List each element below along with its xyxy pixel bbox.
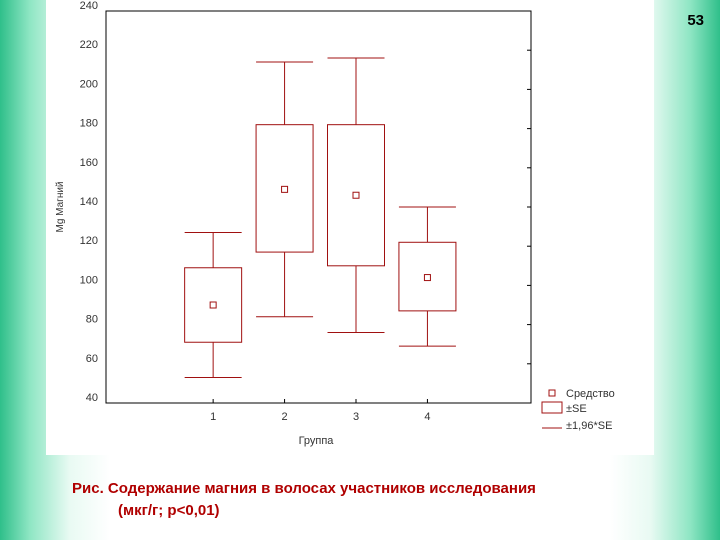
y-tick-label: 200 xyxy=(80,78,98,90)
legend-se-symbol xyxy=(541,401,563,414)
x-axis-label: Группа xyxy=(299,435,335,447)
y-tick-label: 100 xyxy=(80,274,98,286)
boxes-layer xyxy=(184,57,457,379)
x-tick-label: 4 xyxy=(424,411,430,423)
y-tick-label: 220 xyxy=(80,39,98,51)
axes-layer xyxy=(105,10,532,404)
mean-marker xyxy=(352,191,360,199)
mean-marker xyxy=(209,301,217,309)
se-box xyxy=(327,124,385,267)
y-tick-label: 240 xyxy=(80,0,98,12)
legend: Средство ±SE ±1,96*SE xyxy=(541,388,615,432)
mean-marker xyxy=(423,274,431,282)
x-tick-label: 1 xyxy=(210,411,216,423)
chart-panel: 40 60 80 100 120 140 160 180 200 220 240 1 2 3 4 Mg М… xyxy=(46,0,654,455)
y-axis-label: Mg Магний xyxy=(55,181,66,232)
legend-mean-symbol xyxy=(548,389,556,397)
y-tick-label: 160 xyxy=(80,157,98,169)
y-tick-label: 80 xyxy=(86,314,98,326)
x-tick-label: 3 xyxy=(353,411,359,423)
se-box xyxy=(398,241,457,312)
y-axis-ticks: 40 60 80 100 120 140 160 180 200 220 240 xyxy=(80,0,531,404)
x-axis-ticks: 1 2 3 4 xyxy=(210,399,430,423)
y-tick-label: 40 xyxy=(86,392,98,404)
y-tick-label: 60 xyxy=(86,353,98,365)
legend-ci-label: ±1,96*SE xyxy=(566,420,612,432)
caption-line-1: Рис. Содержание магния в волосах участни… xyxy=(72,480,536,497)
box-plot-chart: 40 60 80 100 120 140 160 180 200 220 240 1 2 3 4 Mg М… xyxy=(55,0,615,447)
mean-marker xyxy=(281,185,289,193)
plot-frame xyxy=(105,10,532,404)
legend-se-label: ±SE xyxy=(566,403,587,415)
se-box xyxy=(184,267,243,343)
y-tick-label: 140 xyxy=(80,196,98,208)
x-tick-label: 2 xyxy=(282,411,288,423)
legend-mean-label: Средство xyxy=(566,388,615,400)
y-tick-label: 120 xyxy=(80,235,98,247)
se-box xyxy=(255,124,314,253)
page-number: 53 xyxy=(687,12,704,29)
caption-line-2: (мкг/г; р<0,01) xyxy=(118,502,220,519)
figure-caption: Рис. Содержание магния в волосах участни… xyxy=(72,478,672,522)
y-tick-label: 180 xyxy=(80,118,98,130)
